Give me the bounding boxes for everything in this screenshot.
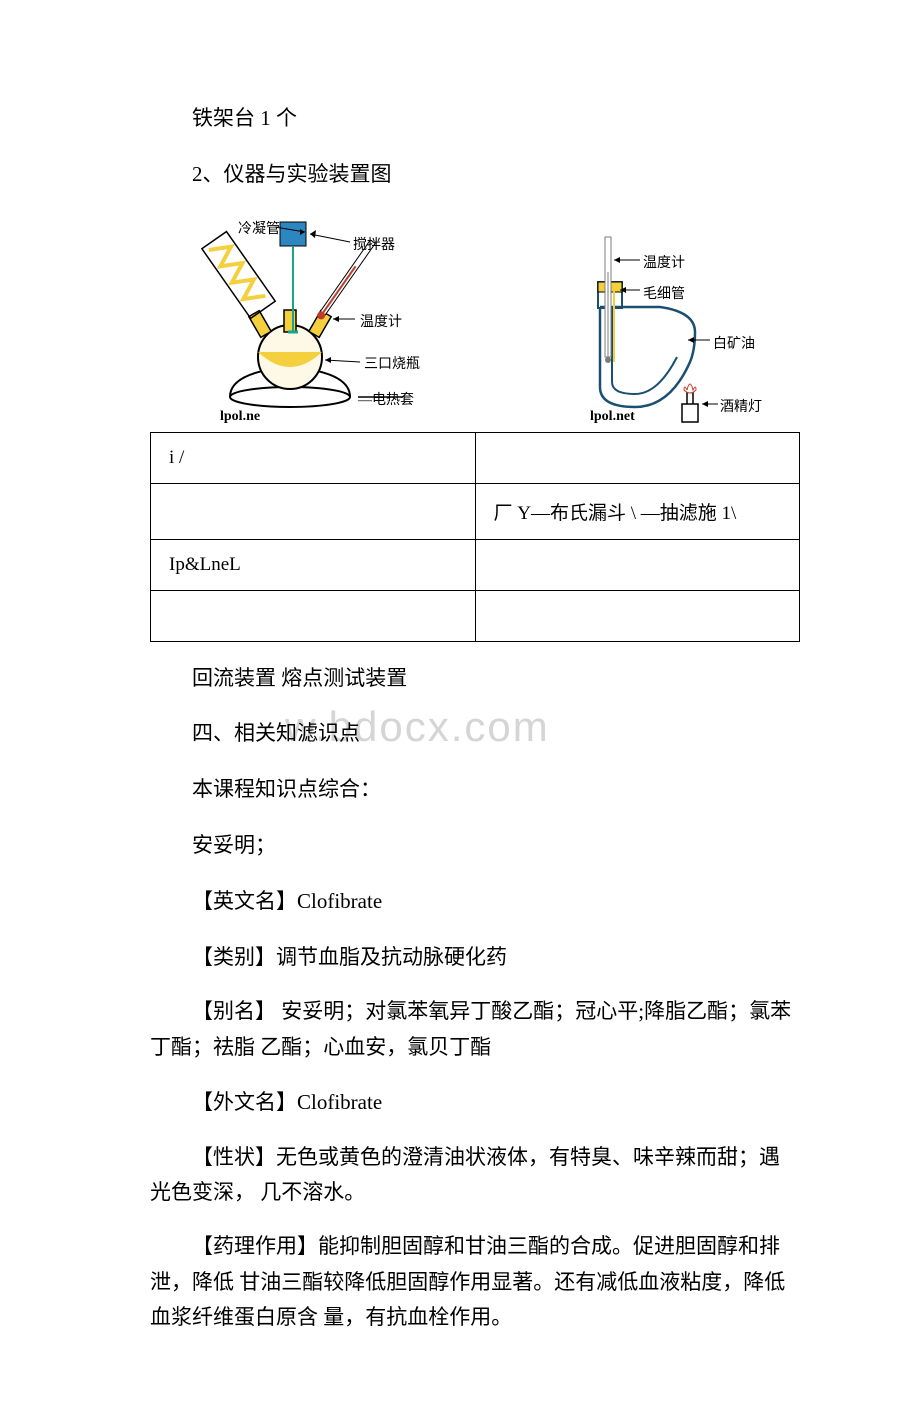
label-heater: —电热套 bbox=[358, 389, 414, 409]
label-oil: 白矿油 bbox=[713, 333, 755, 353]
label-thermometer-2: 温度计 bbox=[643, 252, 685, 272]
table-cell: Ip&LneL bbox=[151, 539, 476, 590]
table-row bbox=[151, 590, 800, 641]
label-burner: 酒精灯 bbox=[720, 396, 762, 416]
line-pharmacology: 【药理作用】能抑制胆固醇和甘油三酯的合成。促进胆固醇和排泄，降低 甘油三酯较降低… bbox=[150, 1229, 800, 1336]
line-english-name: 【英文名】Clofibrate bbox=[150, 883, 800, 921]
table-row: i / bbox=[151, 432, 800, 483]
table-row: 厂 Y—布氏漏斗 \ —抽滤施 1\ bbox=[151, 483, 800, 539]
line-category: 【类别】调节血脂及抗动脉硬化药 bbox=[150, 939, 800, 977]
line-caption-both: 回流装置 熔点测试装置 bbox=[150, 660, 800, 698]
label-condenser: 冷凝管 bbox=[238, 218, 280, 238]
label-thermometer-1: 温度计 bbox=[360, 311, 402, 331]
diagram-melting-point: 温度计 毛细管 白矿油 酒精灯 lpol.net bbox=[540, 232, 820, 432]
table-cell bbox=[475, 590, 800, 641]
label-stirrer: 搅拌器 bbox=[353, 234, 395, 254]
table-cell bbox=[151, 483, 476, 539]
line-course-summary: 本课程知识点综合： bbox=[150, 771, 800, 809]
table-cell: 厂 Y—布氏漏斗 \ —抽滤施 1\ bbox=[475, 483, 800, 539]
table-cell bbox=[475, 432, 800, 483]
reflux-svg bbox=[180, 212, 460, 432]
table-cell bbox=[151, 590, 476, 641]
label-flask: 三口烧瓶 bbox=[364, 353, 420, 373]
line-drug-name: 安妥明； bbox=[150, 827, 800, 865]
line-iron-stand: 铁架台 1 个 bbox=[150, 100, 800, 138]
line-properties: 【性状】无色或黄色的澄清油状液体，有特臭、味辛辣而甜；遇光色变深， 几不溶水。 bbox=[150, 1140, 800, 1211]
line-alias: 【别名】 安妥明；对氯苯氧异丁酸乙酯；冠心平;降脂乙酯；氯苯丁酯；祛脂 乙酯；心… bbox=[150, 994, 800, 1065]
diagram-reflux: 冷凝管 搅拌器 温度计 三口烧瓶 —电热套 lpol.ne bbox=[180, 212, 460, 432]
caption-2: lpol.net bbox=[590, 409, 635, 425]
data-table: i / 厂 Y—布氏漏斗 \ —抽滤施 1\Ip&LneL bbox=[150, 432, 800, 642]
caption-1: lpol.ne bbox=[220, 409, 260, 425]
table-cell: i / bbox=[151, 432, 476, 483]
line-section-2: 2、仪器与实验装置图 bbox=[150, 156, 800, 194]
diagram-row: 冷凝管 搅拌器 温度计 三口烧瓶 —电热套 lpol.ne bbox=[180, 212, 800, 432]
line-section-4: 四、相关知滤识点 bbox=[150, 715, 800, 753]
label-capillary: 毛细管 bbox=[643, 283, 685, 303]
line-foreign-name: 【外文名】Clofibrate bbox=[150, 1084, 800, 1122]
table-cell bbox=[475, 539, 800, 590]
table-row: Ip&LneL bbox=[151, 539, 800, 590]
